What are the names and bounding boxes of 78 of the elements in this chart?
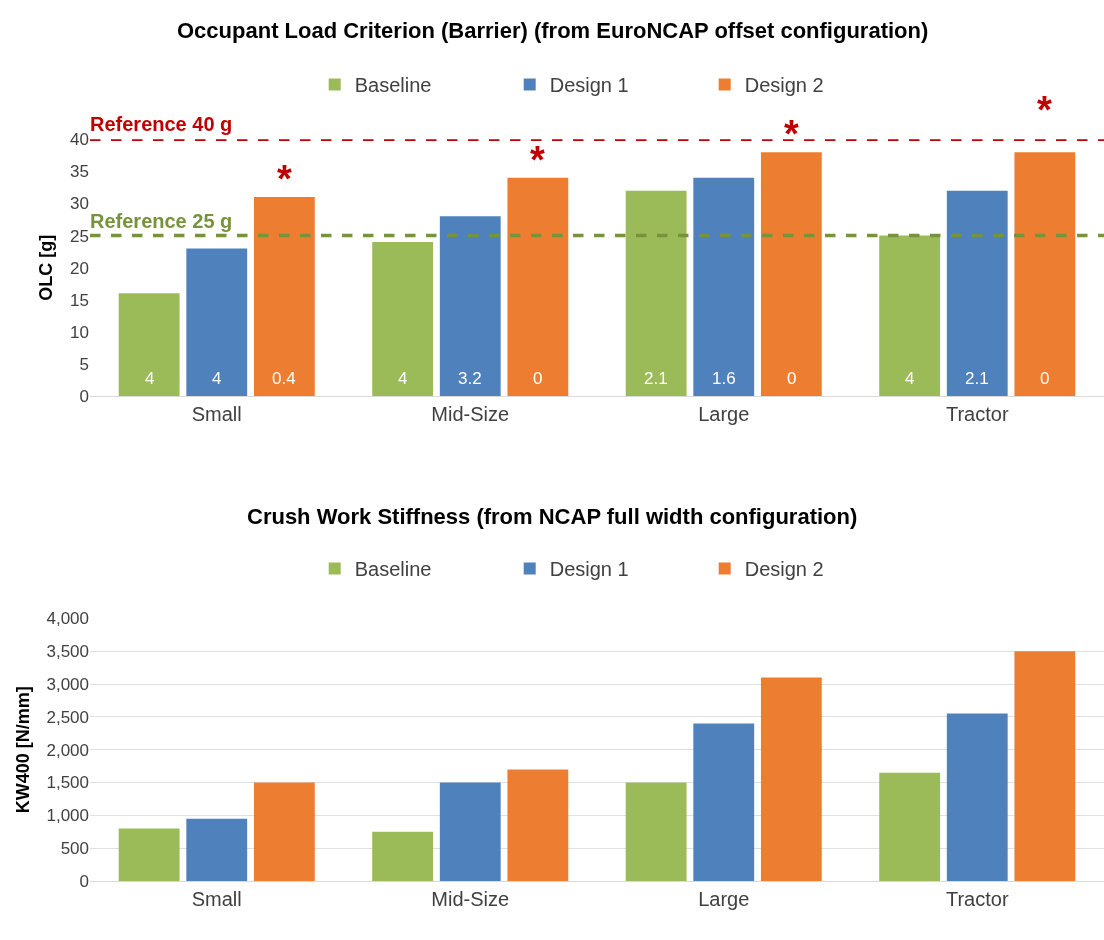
bar bbox=[507, 769, 569, 882]
bar bbox=[946, 190, 1008, 397]
x-tick-label: Small bbox=[191, 888, 242, 911]
x-tick-label: Large bbox=[698, 403, 750, 426]
annotation: 0 bbox=[1040, 369, 1050, 388]
annotation: * bbox=[277, 158, 292, 200]
bar bbox=[1014, 152, 1076, 397]
bar bbox=[625, 782, 687, 882]
y-tick-label: 5 bbox=[79, 354, 89, 374]
annotation: 3.2 bbox=[458, 369, 482, 388]
bar bbox=[1014, 651, 1076, 882]
bar bbox=[507, 177, 569, 397]
legend-label: Design 2 bbox=[744, 558, 824, 581]
y-axis-title: OLC [g] bbox=[36, 234, 57, 301]
bar bbox=[879, 235, 941, 397]
bar bbox=[760, 677, 822, 882]
x-tick-label: Mid-Size bbox=[431, 403, 510, 426]
x-tick-label: Mid-Size bbox=[431, 888, 510, 911]
x-tick-label: Tractor bbox=[945, 403, 1009, 426]
annotation: 1.6 bbox=[712, 369, 736, 388]
annotation: 4 bbox=[905, 369, 915, 388]
y-tick-label: 4,000 bbox=[46, 609, 89, 629]
annotation: 2.1 bbox=[965, 369, 989, 388]
x-tick-label: Large bbox=[698, 888, 750, 911]
y-tick-label: 10 bbox=[70, 322, 89, 342]
bar bbox=[372, 241, 434, 397]
y-tick-label: 2,000 bbox=[46, 740, 89, 760]
bar bbox=[946, 713, 1008, 882]
bar bbox=[118, 828, 180, 882]
bar bbox=[879, 772, 941, 882]
bar bbox=[186, 818, 248, 882]
annotation: 4 bbox=[145, 369, 155, 388]
bar bbox=[439, 782, 501, 882]
x-tick-label: Small bbox=[191, 403, 242, 426]
y-tick-label: 0 bbox=[79, 386, 89, 406]
legend-label: Baseline bbox=[354, 558, 432, 581]
y-tick-label: 500 bbox=[60, 839, 89, 859]
y-tick-label: 3,000 bbox=[46, 675, 89, 695]
ref-line-label: Reference 40 g bbox=[90, 113, 233, 135]
annotation: * bbox=[530, 139, 545, 181]
x-tick-label: Tractor bbox=[945, 888, 1009, 911]
bar bbox=[253, 782, 315, 882]
y-tick-label: 2,500 bbox=[46, 707, 89, 727]
chart-title: Occupant Load Criterion (Barrier) (from EuroNCAP offset configuration) bbox=[177, 18, 929, 43]
legend-label: Design 1 bbox=[549, 558, 629, 581]
annotation: 4 bbox=[398, 369, 408, 388]
y-axis-title: KW400 [N/mm] bbox=[12, 686, 33, 814]
y-tick-label: 15 bbox=[70, 290, 89, 310]
bar bbox=[760, 152, 822, 397]
y-tick-label: 30 bbox=[70, 194, 89, 214]
y-tick-label: 20 bbox=[70, 258, 89, 278]
bar bbox=[253, 197, 315, 397]
y-tick-label: 0 bbox=[79, 871, 89, 891]
annotation: 0 bbox=[533, 369, 543, 388]
legend-label: Baseline bbox=[354, 74, 432, 97]
y-tick-label: 1,500 bbox=[46, 773, 89, 793]
chart-title: Crush Work Stiffness (from NCAP full width configuration) bbox=[247, 504, 858, 529]
legend-label: Design 2 bbox=[744, 74, 824, 97]
annotation: 0.4 bbox=[272, 369, 296, 388]
annotation: 0 bbox=[787, 369, 797, 388]
bar bbox=[439, 216, 501, 397]
bar bbox=[186, 248, 248, 397]
ref-line-label: Reference 25 g bbox=[90, 210, 233, 232]
annotation: 2.1 bbox=[644, 369, 668, 388]
annotation: * bbox=[784, 113, 799, 155]
y-tick-label: 35 bbox=[70, 162, 89, 182]
annotation: 4 bbox=[212, 369, 222, 388]
bar bbox=[118, 293, 180, 397]
bar bbox=[372, 831, 434, 882]
legend-label: Design 1 bbox=[549, 74, 629, 97]
bar bbox=[693, 723, 755, 882]
y-tick-label: 1,000 bbox=[46, 806, 89, 826]
text: * bbox=[1037, 89, 1052, 131]
y-tick-label: 3,500 bbox=[46, 642, 89, 662]
bar bbox=[625, 190, 687, 397]
y-tick-label: 40 bbox=[70, 130, 89, 150]
y-tick-label: 25 bbox=[70, 226, 89, 246]
bar bbox=[693, 177, 755, 397]
